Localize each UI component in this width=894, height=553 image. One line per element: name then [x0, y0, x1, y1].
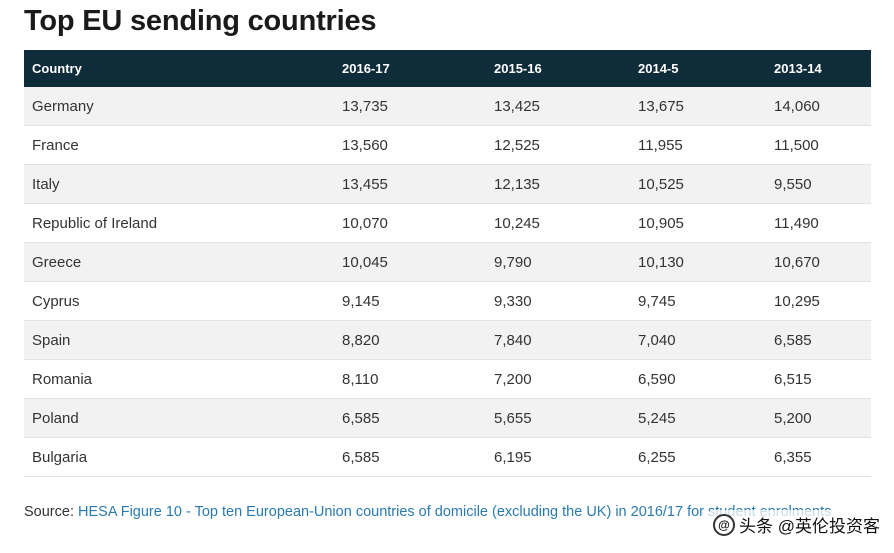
country-cell: Poland	[24, 398, 334, 438]
at-sign-icon: @	[713, 513, 736, 536]
table-row: Republic of Ireland 10,070 10,245 10,905…	[24, 203, 871, 243]
value-cell: 11,490	[766, 203, 871, 243]
value-cell: 5,655	[484, 398, 630, 438]
table-row: Poland 6,585 5,655 5,245 5,200	[24, 398, 871, 438]
value-cell: 6,590	[630, 359, 766, 399]
table-row: Cyprus 9,145 9,330 9,745 10,295	[24, 281, 871, 321]
country-cell: Bulgaria	[24, 437, 334, 477]
page-title: Top EU sending countries	[24, 5, 377, 37]
column-header-2014-5[interactable]: 2014-5	[630, 50, 766, 87]
value-cell: 6,585	[334, 437, 484, 477]
value-cell: 13,675	[630, 87, 766, 126]
value-cell: 9,145	[334, 281, 484, 321]
value-cell: 6,355	[766, 437, 871, 477]
value-cell: 6,255	[630, 437, 766, 477]
table-row: France 13,560 12,525 11,955 11,500	[24, 125, 871, 165]
value-cell: 10,070	[334, 203, 484, 243]
value-cell: 13,425	[484, 87, 630, 126]
value-cell: 6,515	[766, 359, 871, 399]
table-row: Germany 13,735 13,425 13,675 14,060	[24, 87, 871, 126]
value-cell: 10,045	[334, 242, 484, 282]
column-header-country[interactable]: Country	[24, 50, 334, 87]
value-cell: 9,330	[484, 281, 630, 321]
table-header-row: Country 2016-17 2015-16 2014-5 2013-14	[24, 50, 871, 87]
column-header-2015-16[interactable]: 2015-16	[484, 50, 630, 87]
value-cell: 8,820	[334, 320, 484, 360]
table-row: Spain 8,820 7,840 7,040 6,585	[24, 320, 871, 360]
value-cell: 10,295	[766, 281, 871, 321]
country-cell: Cyprus	[24, 281, 334, 321]
value-cell: 5,200	[766, 398, 871, 438]
value-cell: 12,135	[484, 164, 630, 204]
table-row: Bulgaria 6,585 6,195 6,255 6,355	[24, 437, 871, 477]
value-cell: 10,130	[630, 242, 766, 282]
value-cell: 6,195	[484, 437, 630, 477]
value-cell: 9,790	[484, 242, 630, 282]
value-cell: 11,500	[766, 125, 871, 165]
value-cell: 9,745	[630, 281, 766, 321]
watermark-text: 头条 @英伦投资客	[739, 517, 880, 536]
value-cell: 10,905	[630, 203, 766, 243]
column-header-2016-17[interactable]: 2016-17	[334, 50, 484, 87]
value-cell: 7,040	[630, 320, 766, 360]
value-cell: 13,455	[334, 164, 484, 204]
value-cell: 7,200	[484, 359, 630, 399]
value-cell: 12,525	[484, 125, 630, 165]
value-cell: 7,840	[484, 320, 630, 360]
value-cell: 5,245	[630, 398, 766, 438]
source-prefix: Source:	[24, 504, 78, 520]
table-row: Greece 10,045 9,790 10,130 10,670	[24, 242, 871, 282]
value-cell: 6,585	[766, 320, 871, 360]
value-cell: 13,735	[334, 87, 484, 126]
country-cell: France	[24, 125, 334, 165]
country-cell: Republic of Ireland	[24, 203, 334, 243]
value-cell: 10,670	[766, 242, 871, 282]
value-cell: 6,585	[334, 398, 484, 438]
value-cell: 11,955	[630, 125, 766, 165]
source-note: Source: HESA Figure 10 - Top ten Europea…	[24, 500, 884, 524]
value-cell: 14,060	[766, 87, 871, 126]
value-cell: 9,550	[766, 164, 871, 204]
column-header-2013-14[interactable]: 2013-14	[766, 50, 871, 87]
value-cell: 13,560	[334, 125, 484, 165]
value-cell: 10,245	[484, 203, 630, 243]
watermark: @ 头条 @英伦投资客	[709, 510, 884, 539]
value-cell: 10,525	[630, 164, 766, 204]
table-row: Romania 8,110 7,200 6,590 6,515	[24, 359, 871, 399]
country-cell: Romania	[24, 359, 334, 399]
country-cell: Germany	[24, 87, 334, 126]
source-link[interactable]: HESA Figure 10 - Top ten European-Union …	[78, 504, 832, 520]
country-cell: Spain	[24, 320, 334, 360]
table-row: Italy 13,455 12,135 10,525 9,550	[24, 164, 871, 204]
country-cell: Italy	[24, 164, 334, 204]
eu-countries-table: Country 2016-17 2015-16 2014-5 2013-14 G…	[24, 50, 871, 477]
country-cell: Greece	[24, 242, 334, 282]
value-cell: 8,110	[334, 359, 484, 399]
